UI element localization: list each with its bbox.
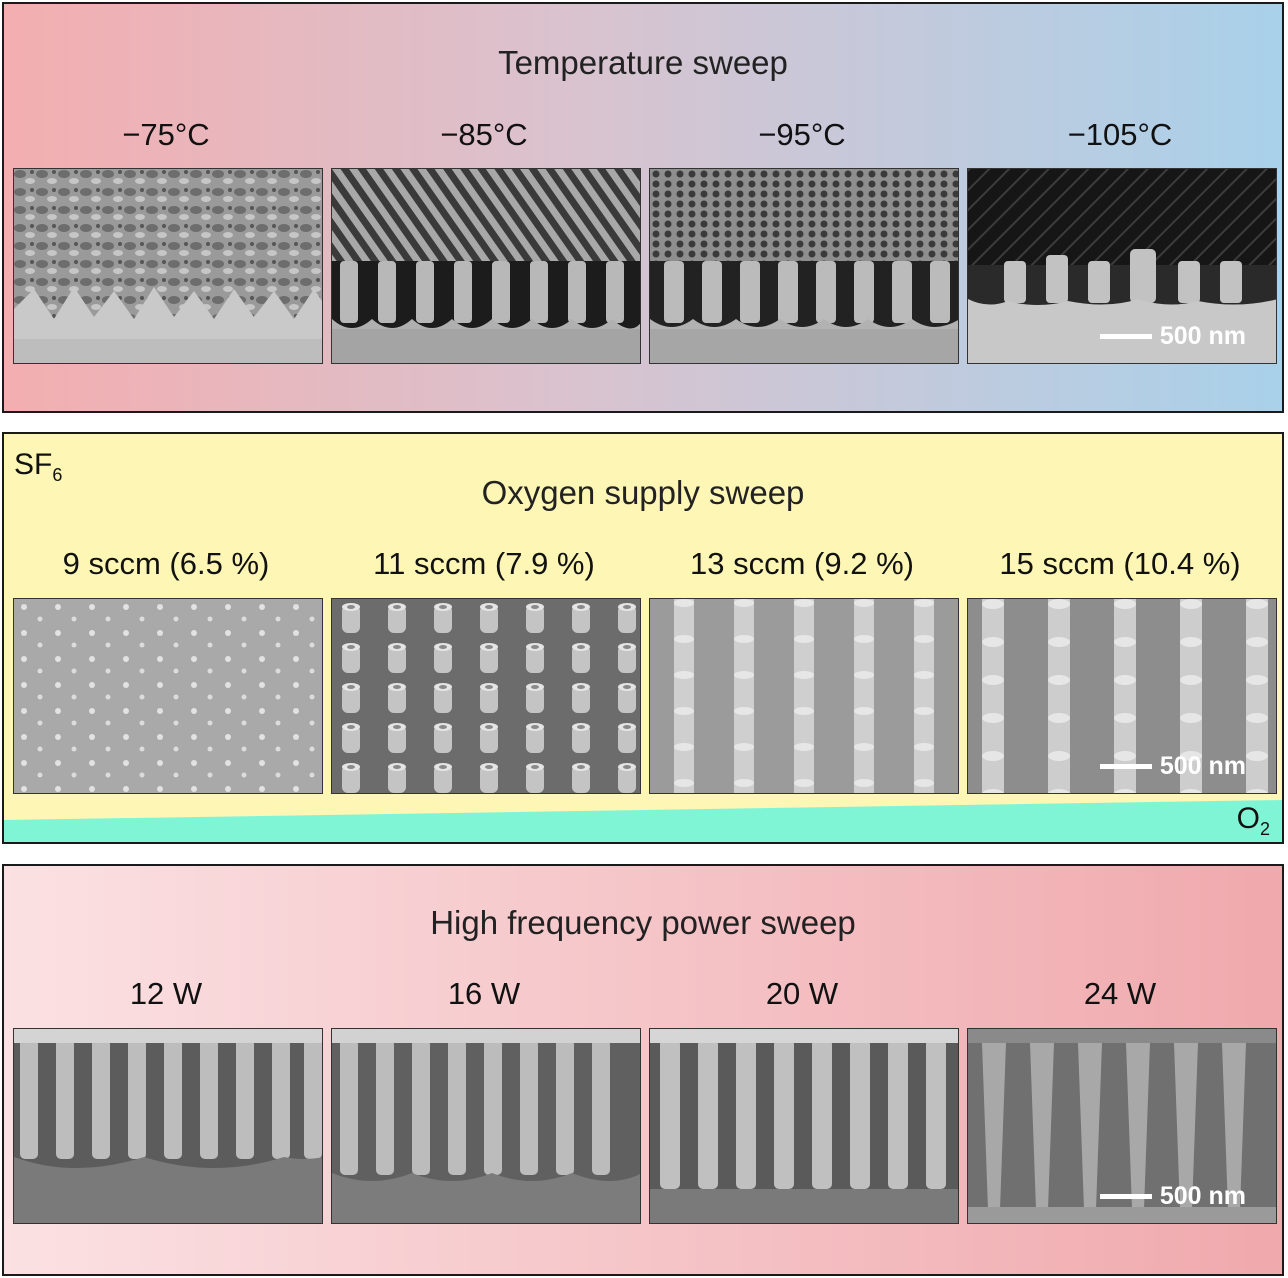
sem-image-temp-75 bbox=[13, 168, 323, 364]
oxygen-label-4: 15 sccm (10.4 %) bbox=[999, 546, 1241, 581]
oxygen-label-1: 9 sccm (6.5 %) bbox=[62, 546, 270, 581]
scale-bar-label: 500 nm bbox=[1159, 322, 1246, 350]
sf6-label: SF6 bbox=[14, 448, 63, 485]
sem-image-oxygen-13sccm bbox=[649, 598, 959, 794]
temp-label-4: −105°C bbox=[1067, 117, 1173, 152]
sem-image-oxygen-15sccm: 500 nm bbox=[967, 598, 1277, 794]
sem-image-oxygen-11sccm bbox=[331, 598, 641, 794]
temp-label-2: −85°C bbox=[440, 117, 528, 152]
scale-bar-temperature: 500 nm bbox=[1099, 322, 1246, 351]
scale-bar-label: 500 nm bbox=[1159, 752, 1246, 780]
power-sweep-title: High frequency power sweep bbox=[430, 904, 856, 941]
o2-gradient-wedge bbox=[4, 800, 1282, 842]
o2-label: O2 bbox=[1236, 802, 1270, 839]
sem-image-power-20w bbox=[649, 1028, 959, 1224]
scale-bar-line bbox=[1099, 764, 1152, 769]
oxygen-sweep-title: Oxygen supply sweep bbox=[481, 474, 805, 511]
scale-bar-line bbox=[1099, 334, 1152, 339]
power-label-1: 12 W bbox=[129, 976, 203, 1011]
scale-bar-power: 500 nm bbox=[1099, 1182, 1246, 1211]
sem-image-temp-105: 500 nm bbox=[967, 168, 1277, 364]
power-label-3: 20 W bbox=[765, 976, 839, 1011]
scale-bar-oxygen: 500 nm bbox=[1099, 752, 1246, 781]
oxygen-label-2: 11 sccm (7.9 %) bbox=[373, 546, 595, 581]
scale-bar-line bbox=[1099, 1194, 1152, 1199]
scale-bar-label: 500 nm bbox=[1159, 1182, 1246, 1210]
power-label-4: 24 W bbox=[1083, 976, 1157, 1011]
sem-image-power-16w bbox=[331, 1028, 641, 1224]
sem-image-temp-95 bbox=[649, 168, 959, 364]
sem-image-temp-85 bbox=[331, 168, 641, 364]
power-label-2: 16 W bbox=[447, 976, 521, 1011]
oxygen-label-3: 13 sccm (9.2 %) bbox=[690, 546, 914, 581]
oxygen-supply-sweep-panel: SF6 Oxygen supply sweep 9 sccm (6.5 %) 1… bbox=[2, 432, 1284, 844]
sem-image-oxygen-9sccm bbox=[13, 598, 323, 794]
temp-label-3: −95°C bbox=[758, 117, 846, 152]
sem-image-power-12w bbox=[13, 1028, 323, 1224]
power-sweep-panel: High frequency power sweep 12 W 16 W 20 … bbox=[2, 864, 1284, 1276]
temperature-sweep-title: Temperature sweep bbox=[498, 44, 788, 81]
temperature-sweep-panel: Temperature sweep −75°C −85°C −95°C −105… bbox=[2, 2, 1284, 413]
temp-label-1: −75°C bbox=[122, 117, 210, 152]
sem-image-power-24w: 500 nm bbox=[967, 1028, 1277, 1224]
